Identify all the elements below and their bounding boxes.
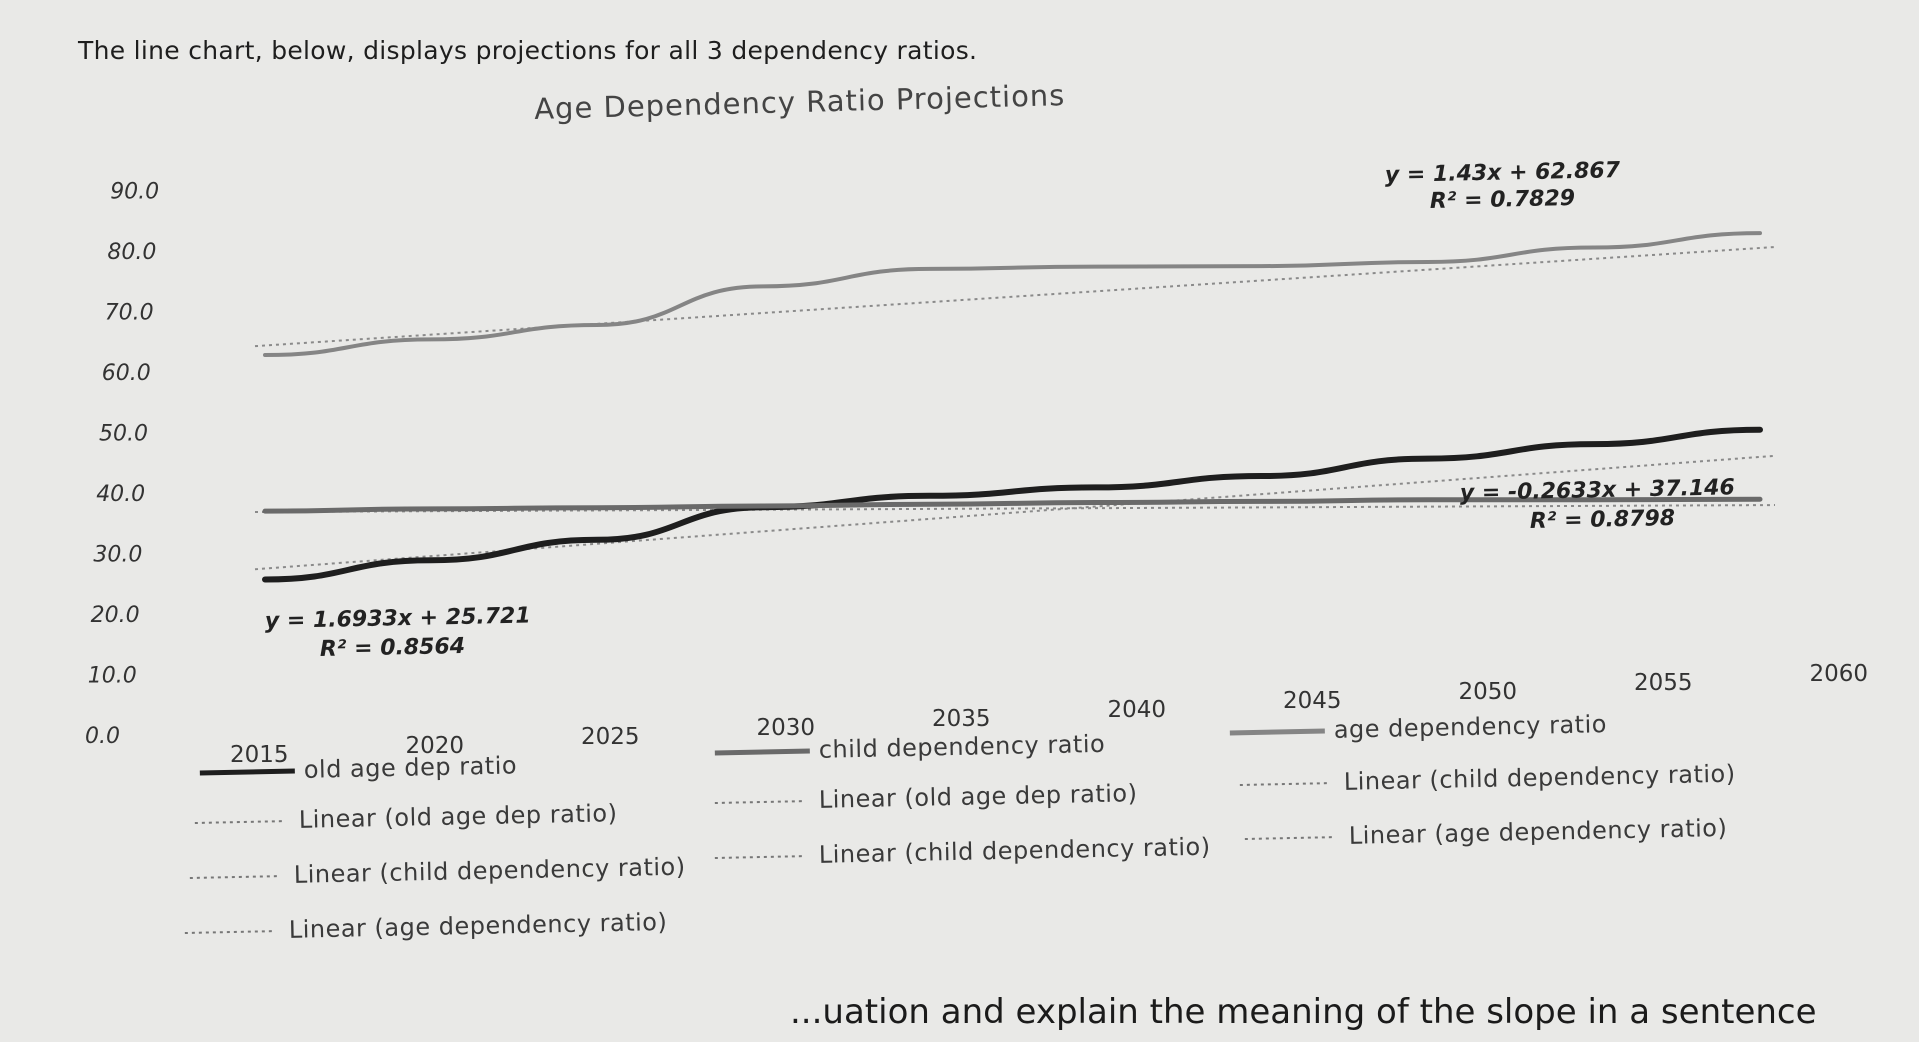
legend-item: child dependency ratio — [714, 730, 1106, 764]
legend-swatch — [714, 748, 810, 756]
legend-label: Linear (old age dep ratio) — [299, 799, 618, 834]
y-tick-label: 20.0 — [91, 603, 140, 628]
chart-title: Age Dependency Ratio Projections — [534, 78, 1066, 126]
y-tick-label: 10.0 — [88, 664, 137, 689]
trendline-2 — [254, 246, 1776, 348]
legend-label: Linear (child dependency ratio) — [1344, 760, 1736, 796]
x-tick-label: 2020 — [406, 733, 465, 759]
x-tick-label: 2050 — [1459, 679, 1518, 705]
y-tick-label: 0.0 — [85, 724, 120, 749]
y-tick-label: 30.0 — [93, 543, 142, 568]
trendline-equation: y = -0.2633x + 37.146 — [1460, 475, 1735, 506]
legend-swatch — [199, 768, 295, 776]
legend-swatch — [1239, 782, 1328, 787]
legend-label: Linear (old age dep ratio) — [819, 779, 1138, 814]
series-line-2 — [263, 231, 1762, 358]
legend-swatch — [184, 930, 273, 935]
legend-item: Linear (old age dep ratio) — [194, 799, 618, 834]
legend-label: Linear (child dependency ratio) — [819, 833, 1211, 869]
legend-item: Linear (child dependency ratio) — [189, 853, 686, 889]
legend-item: Linear (child dependency ratio) — [714, 833, 1211, 869]
legend-label: child dependency ratio — [819, 730, 1106, 764]
legend-swatch — [714, 855, 803, 860]
trendline-r-squared: R² = 0.8564 — [320, 634, 466, 662]
legend-swatch — [189, 875, 278, 880]
legend-swatch — [1244, 836, 1333, 841]
legend-item: Linear (age dependency ratio) — [1244, 814, 1728, 850]
legend-item: Linear (old age dep ratio) — [714, 779, 1138, 814]
legend-label: Linear (age dependency ratio) — [289, 908, 668, 944]
x-tick-label: 2055 — [1634, 670, 1693, 696]
legend-label: old age dep ratio — [304, 751, 518, 783]
legend-item: old age dep ratio — [199, 751, 518, 784]
y-tick-label: 50.0 — [99, 422, 148, 447]
legend-swatch — [714, 800, 803, 805]
x-tick-label: 2035 — [932, 706, 991, 732]
legend-swatch — [1229, 728, 1325, 736]
legend-swatch — [194, 820, 283, 825]
x-tick-label: 2045 — [1283, 688, 1342, 714]
y-tick-label: 80.0 — [107, 240, 156, 265]
legend-item: Linear (child dependency ratio) — [1239, 760, 1736, 796]
y-tick-label: 90.0 — [110, 180, 159, 205]
bottom-question-text: ...uation and explain the meaning of the… — [790, 992, 1817, 1032]
x-tick-label: 2040 — [1108, 697, 1167, 723]
trendline-r-squared: R² = 0.8798 — [1530, 506, 1676, 534]
x-tick-label: 2060 — [1810, 661, 1869, 687]
intro-text: The line chart, below, displays projecti… — [78, 36, 978, 65]
y-tick-label: 70.0 — [105, 301, 154, 326]
x-tick-label: 2015 — [230, 742, 289, 768]
series-line-1 — [262, 496, 1763, 514]
y-tick-label: 60.0 — [102, 361, 151, 386]
legend-label: age dependency ratio — [1334, 710, 1608, 744]
legend-label: Linear (child dependency ratio) — [294, 853, 686, 889]
legend-item: Linear (age dependency ratio) — [184, 908, 668, 944]
trendline-r-squared: R² = 0.7829 — [1430, 186, 1576, 214]
trendline-equation: y = 1.6933x + 25.721 — [265, 603, 531, 634]
trendline-equation: y = 1.43x + 62.867 — [1385, 158, 1621, 188]
x-tick-label: 2030 — [757, 715, 816, 741]
y-tick-label: 40.0 — [96, 482, 145, 507]
x-tick-label: 2025 — [581, 724, 640, 750]
series-line-0 — [262, 426, 1763, 583]
legend-item: age dependency ratio — [1229, 710, 1608, 744]
legend-label: Linear (age dependency ratio) — [1349, 814, 1728, 850]
